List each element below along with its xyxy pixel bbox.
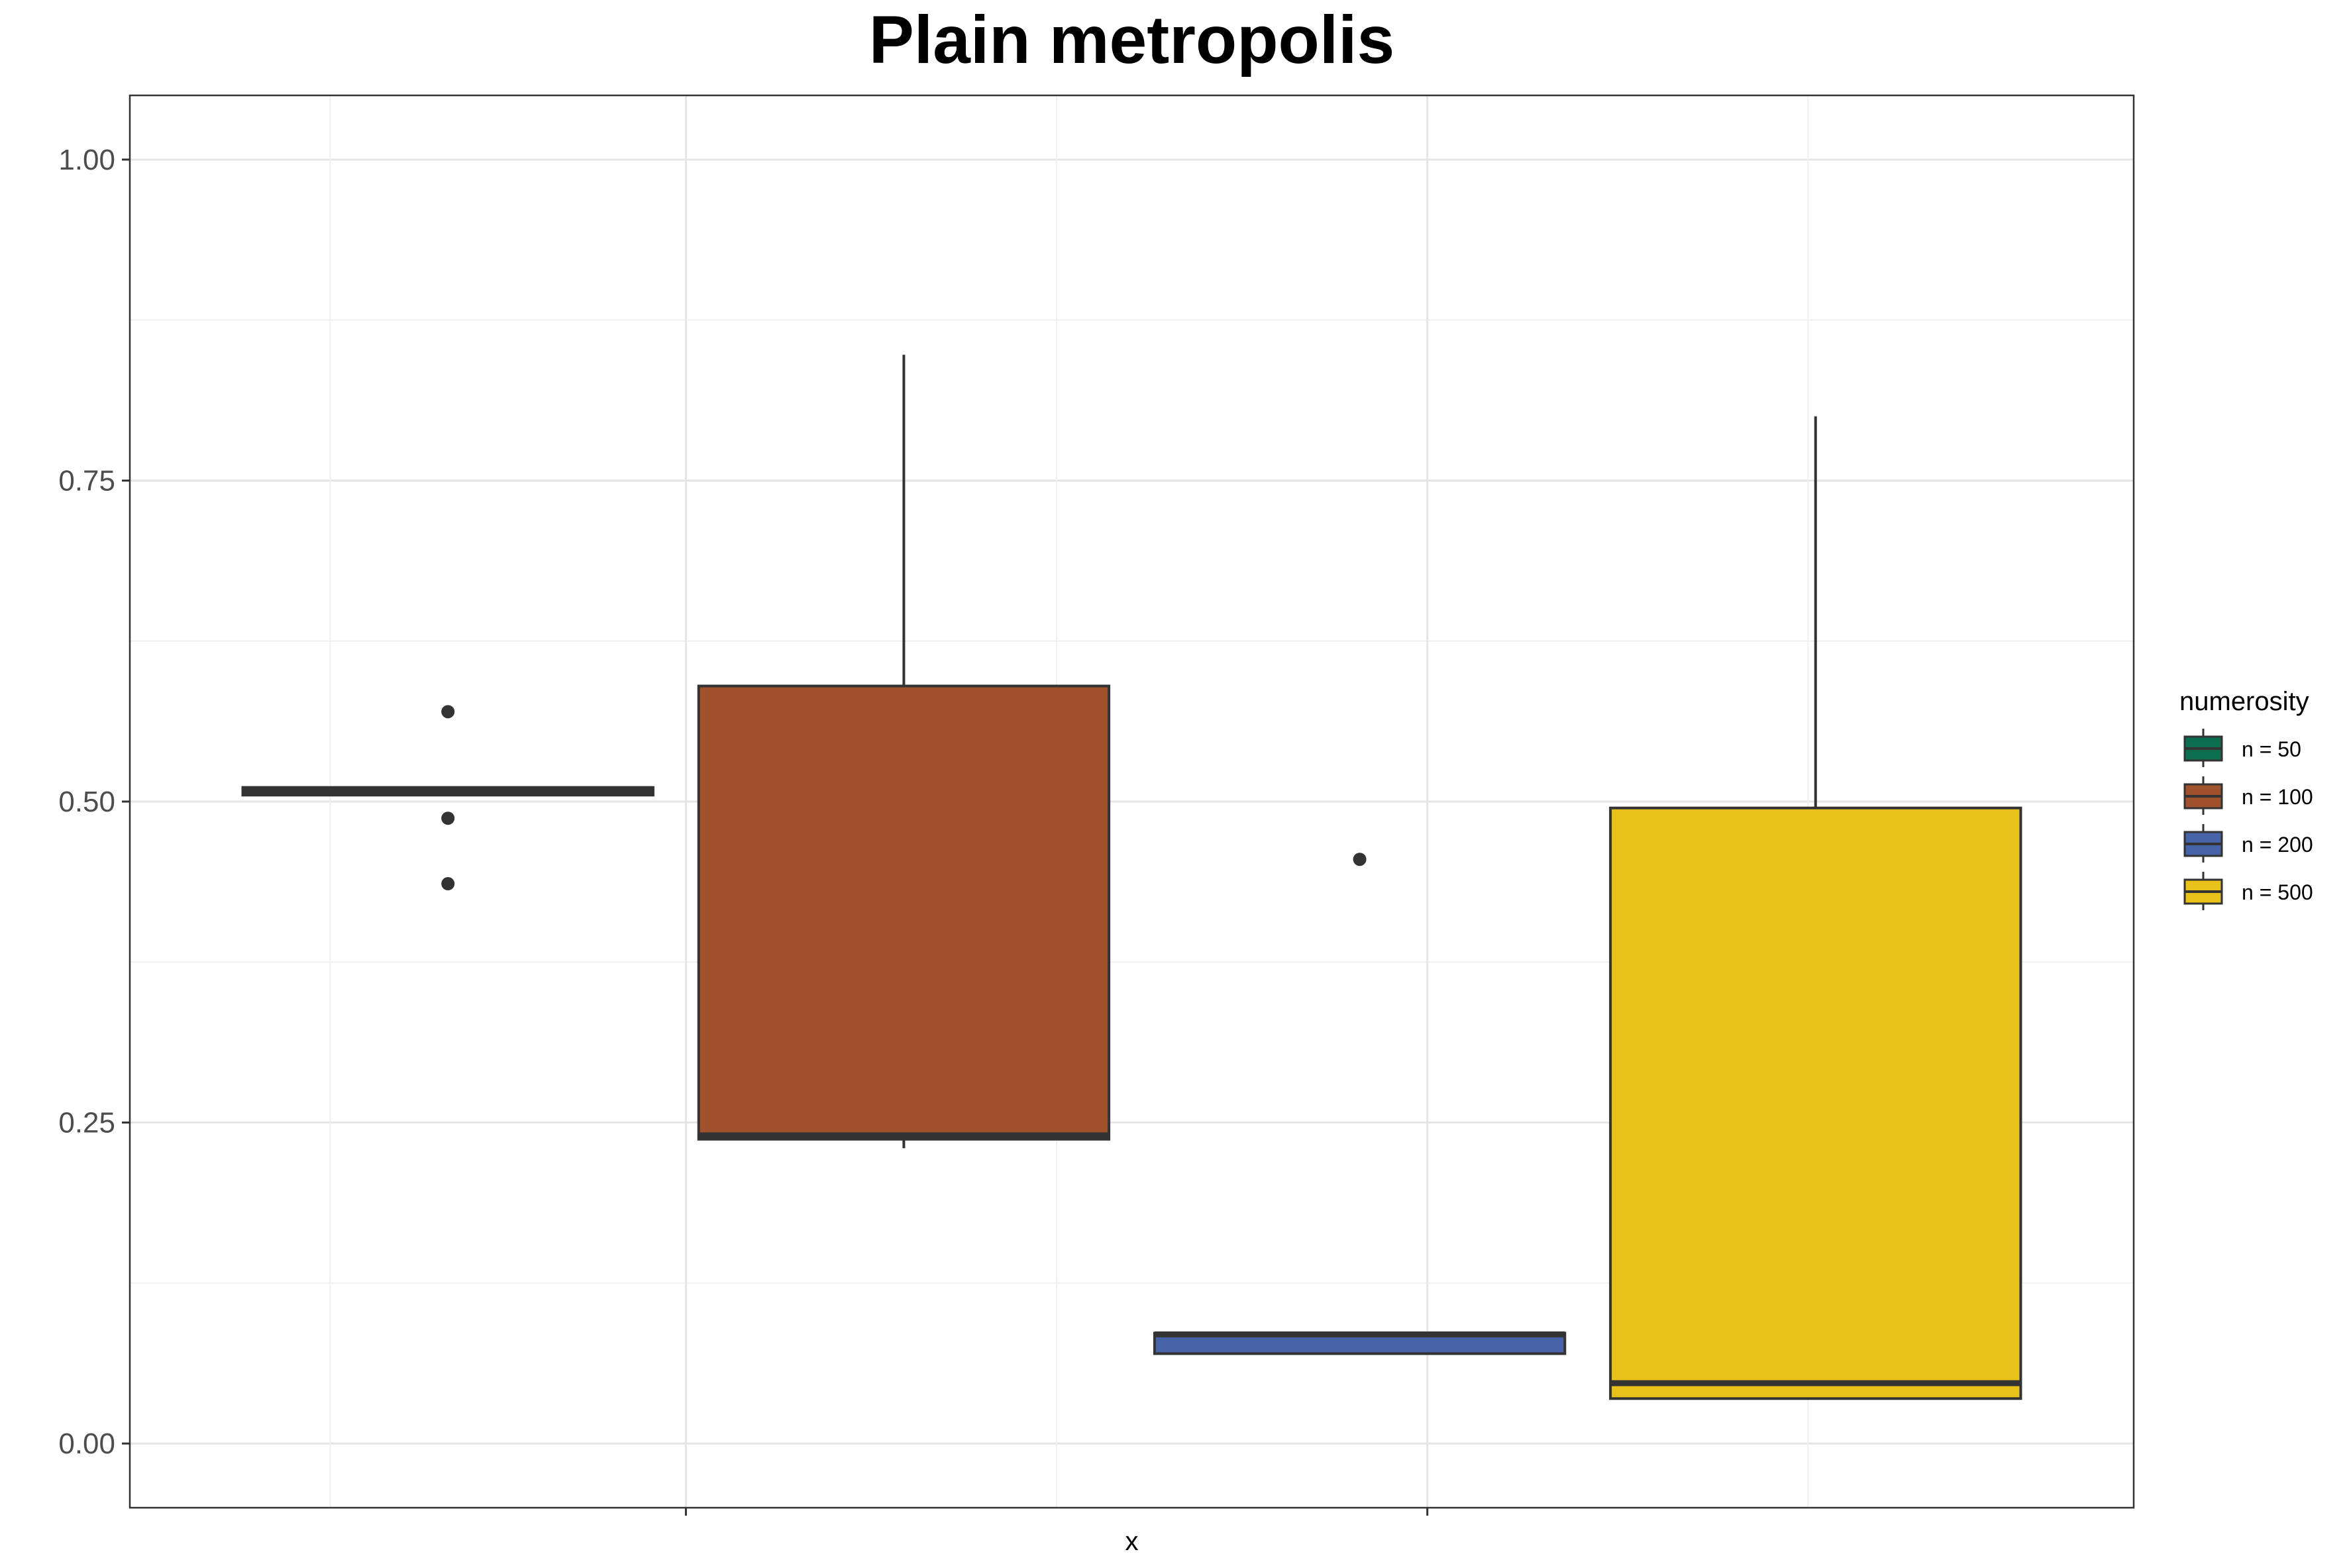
grid-layer xyxy=(130,95,2134,1508)
y-tick-label: 1.00 xyxy=(58,144,115,176)
legend-label: n = 50 xyxy=(2242,737,2301,761)
legend-item: n = 200 xyxy=(2183,824,2313,862)
box-1 xyxy=(241,705,654,891)
chart-title: Plain metropolis xyxy=(868,2,1395,78)
outlier-point xyxy=(441,877,455,891)
outlier-point xyxy=(441,811,455,825)
box-iqr xyxy=(1609,806,2022,1400)
outlier-point xyxy=(441,705,455,719)
legend-items: n = 50 n = 100 n = 200 n = 500 xyxy=(2183,729,2313,910)
y-tick-label: 0.25 xyxy=(58,1107,115,1139)
y-tick-label: 0.00 xyxy=(58,1428,115,1460)
legend-item: n = 50 xyxy=(2183,729,2301,767)
y-tick-label: 0.50 xyxy=(58,786,115,818)
box-4 xyxy=(1609,416,2022,1400)
axis-layer: 0.00 0.25 0.50 0.75 1.00 xyxy=(58,144,1429,1516)
legend-item: n = 500 xyxy=(2183,872,2313,910)
legend-label: n = 200 xyxy=(2242,833,2313,857)
legend-label: n = 100 xyxy=(2242,785,2313,809)
x-axis-label: x xyxy=(1125,1527,1139,1556)
legend-label: n = 500 xyxy=(2242,880,2313,904)
box-layer xyxy=(241,354,2022,1400)
box-3 xyxy=(1153,853,1567,1355)
box-2 xyxy=(697,354,1111,1149)
y-tick-label: 0.75 xyxy=(58,464,115,497)
legend-item: n = 100 xyxy=(2183,776,2313,815)
legend-title: numerosity xyxy=(2179,687,2309,716)
box-iqr xyxy=(697,684,1111,1141)
outlier-point xyxy=(1353,853,1367,866)
legend: numerosity n = 50 n = 100 n = 200 n = 500 xyxy=(2179,687,2313,910)
